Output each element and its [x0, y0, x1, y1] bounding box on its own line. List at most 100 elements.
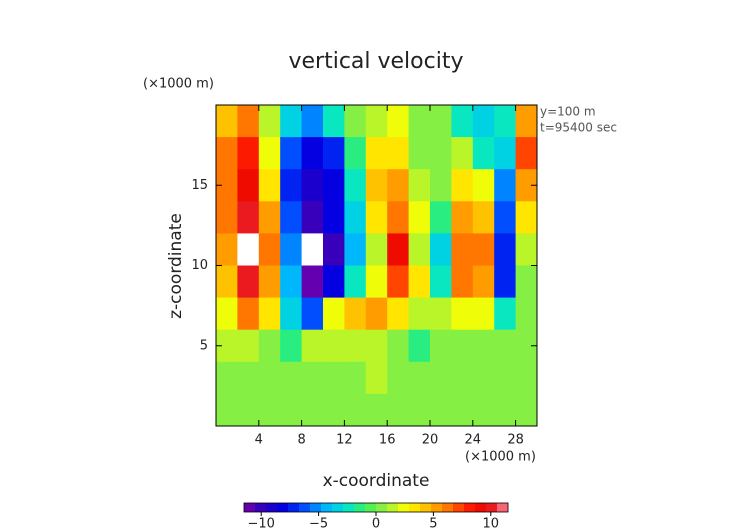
cell [323, 361, 345, 395]
cell [387, 329, 410, 363]
cell [430, 393, 452, 427]
colorbar-step [431, 503, 443, 512]
colorbar-step [299, 503, 311, 512]
cell [472, 361, 495, 395]
cell [280, 233, 303, 266]
y-tick-label: 5 [200, 338, 208, 353]
colorbar-step [266, 503, 278, 512]
cell [323, 137, 345, 170]
cell [451, 361, 474, 395]
x-tick-label: 16 [379, 433, 396, 448]
colorbar-tick-label: 5 [429, 517, 437, 532]
cell [515, 169, 538, 202]
x-tick-label: 24 [465, 433, 482, 448]
colorbar-step [464, 503, 476, 512]
x-axis-label: x-coordinate [323, 471, 430, 491]
cell [280, 265, 303, 299]
cell [216, 265, 238, 299]
cell [216, 361, 238, 395]
colorbar-step [486, 503, 498, 512]
colorbar-tick-label: 0 [372, 517, 380, 532]
colorbar-step [343, 503, 355, 512]
cell [387, 105, 410, 138]
cell [237, 297, 260, 331]
cell [280, 361, 303, 395]
cell [408, 169, 431, 202]
cell [237, 105, 260, 138]
cell [344, 297, 367, 331]
cell [301, 169, 324, 202]
cell [216, 169, 238, 202]
cell [323, 233, 345, 266]
cell [216, 233, 238, 266]
cell [365, 297, 388, 331]
x-tick-label: 12 [336, 433, 353, 448]
cell [515, 329, 538, 363]
colorbar-step [453, 503, 465, 512]
cell [258, 393, 281, 427]
cell [472, 169, 495, 202]
y-unit: (×1000 m) [143, 77, 214, 92]
y-tick-label: 15 [191, 178, 208, 193]
x-tick-label: 20 [422, 433, 439, 448]
cell [323, 105, 345, 138]
cell [280, 201, 303, 234]
cell [344, 393, 367, 427]
cell [344, 233, 367, 266]
cell [430, 297, 452, 331]
cell [408, 233, 431, 266]
cell [387, 201, 410, 234]
cell [258, 137, 281, 170]
colorbar-step [332, 503, 344, 512]
cell [280, 169, 303, 202]
colorbar-step [277, 503, 289, 512]
cell [344, 169, 367, 202]
cell [216, 105, 238, 138]
cell [365, 105, 388, 138]
cell [430, 361, 452, 395]
chart-title: vertical velocity [288, 49, 463, 74]
cell [387, 169, 410, 202]
cell [344, 201, 367, 234]
cell [301, 265, 324, 299]
cell [430, 233, 452, 266]
cell [430, 329, 452, 363]
cell [494, 297, 517, 331]
cell [515, 201, 538, 234]
cell [430, 137, 452, 170]
cell [323, 329, 345, 363]
cell [408, 361, 431, 395]
x-tick-label: 8 [297, 433, 305, 448]
cell [515, 297, 538, 331]
cell [258, 201, 281, 234]
cell [301, 361, 324, 395]
cell [430, 105, 452, 138]
colorbar-step [442, 503, 454, 512]
cell [472, 297, 495, 331]
cell [494, 137, 517, 170]
cell [237, 137, 260, 170]
cell [280, 393, 303, 427]
colorbar-step [398, 503, 410, 512]
cell [344, 265, 367, 299]
cell [344, 105, 367, 138]
cell [494, 233, 517, 266]
cell [451, 265, 474, 299]
cell [237, 169, 260, 202]
cell [323, 201, 345, 234]
colorbar-step [409, 503, 421, 512]
colorbar-tick-label: −10 [247, 517, 274, 532]
cell [472, 137, 495, 170]
cell [408, 297, 431, 331]
cell [451, 297, 474, 331]
colorbar-step [475, 503, 487, 512]
cell [216, 137, 238, 170]
cell [301, 297, 324, 331]
y-tick-label: 10 [191, 258, 208, 273]
colorbar-step [310, 503, 322, 512]
cell [365, 393, 388, 427]
y-axis-label: z-coordinate [166, 213, 186, 319]
cell [280, 137, 303, 170]
cell [237, 361, 260, 395]
